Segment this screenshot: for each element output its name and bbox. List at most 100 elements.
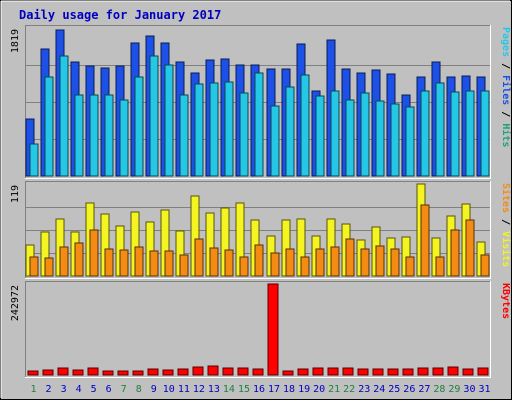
bar-pages-day-31 [480,90,490,177]
x-tick-label-30: 30 [463,384,475,395]
bar-sites-day-15 [239,256,249,277]
x-tick-label-7: 7 [121,384,127,395]
bar-kbytes-day-20 [312,367,324,376]
bar-pages-day-29 [450,91,460,177]
bar-pages-day-21 [330,90,340,177]
x-tick-label-2: 2 [46,384,52,395]
bar-pages-day-8 [134,76,144,177]
bar-sites-day-12 [194,238,204,277]
bar-kbytes-day-23 [357,368,369,376]
bar-sites-day-5 [89,229,99,277]
bar-kbytes-day-6 [102,370,114,376]
bar-pages-day-11 [179,94,189,177]
x-tick-label-4: 4 [76,384,82,395]
x-tick-label-28: 28 [433,384,445,395]
bar-kbytes-day-29 [447,366,459,376]
bar-sites-day-22 [345,238,355,277]
x-tick-label-29: 29 [448,384,460,395]
bar-kbytes-day-2 [42,369,54,376]
bar-pages-day-23 [360,92,370,177]
legend-entry: / [500,213,511,231]
bar-pages-day-24 [375,100,385,177]
bar-sites-day-27 [420,204,430,277]
x-tick-label-23: 23 [358,384,370,395]
bar-pages-day-15 [239,92,249,177]
bar-kbytes-day-19 [297,368,309,376]
x-tick-label-19: 19 [298,384,310,395]
bar-kbytes-day-10 [162,369,174,376]
bar-kbytes-day-8 [132,370,144,376]
bar-pages-day-13 [209,82,219,177]
panel-legend: Pages / Files / Hits [500,27,512,147]
legend-entry: / [500,105,511,123]
bar-pages-day-9 [149,55,159,177]
panel-background [25,281,491,378]
bar-pages-day-18 [285,86,295,177]
bar-kbytes-day-16 [252,368,264,376]
x-tick-label-15: 15 [238,384,250,395]
bar-sites-day-9 [149,250,159,277]
x-tick-label-22: 22 [343,384,355,395]
x-tick-label-27: 27 [418,384,430,395]
bar-pages-day-28 [435,82,445,177]
bar-kbytes-day-14 [222,367,234,376]
legend-entry: Visits [500,231,512,267]
panel-max-label: 1819 [10,29,21,53]
panel-legend: KBytes [500,283,511,319]
bar-kbytes-day-28 [432,367,444,376]
bar-kbytes-day-30 [462,368,474,376]
bar-sites-day-8 [134,246,144,277]
bar-kbytes-day-1 [27,370,39,376]
legend-entry: Pages [500,27,511,57]
bar-sites-day-14 [224,249,234,277]
legend-entry: Hits [500,123,512,147]
bar-pages-day-22 [345,99,355,177]
bar-kbytes-day-25 [387,368,399,376]
bar-kbytes-day-18 [282,370,294,376]
bar-pages-day-17 [270,105,280,177]
x-tick-label-14: 14 [223,384,235,395]
x-tick-label-26: 26 [403,384,415,395]
bar-pages-day-19 [300,74,310,177]
bar-kbytes-day-17 [267,283,279,376]
bar-sites-day-2 [44,257,54,277]
bar-pages-day-1 [29,143,39,177]
x-tick-label-17: 17 [268,384,280,395]
panel-visits-sites: 119 Sites / Visits [10,181,512,279]
bar-kbytes-day-4 [72,369,84,376]
x-tick-label-20: 20 [313,384,325,395]
x-tick-label-25: 25 [388,384,400,395]
bar-sites-day-30 [465,219,475,277]
x-tick-label-3: 3 [61,384,67,395]
bar-pages-day-14 [224,81,234,177]
bar-kbytes-day-21 [327,367,339,376]
bar-kbytes-day-5 [87,367,99,376]
legend-entry: / [500,57,511,75]
bar-sites-day-3 [59,246,69,277]
bar-sites-day-13 [209,247,219,277]
bar-pages-day-30 [465,90,475,177]
x-tick-label-21: 21 [328,384,340,395]
bar-kbytes-day-26 [402,368,414,376]
bar-pages-day-7 [119,99,129,177]
x-tick-label-10: 10 [163,384,175,395]
bar-kbytes-day-31 [477,367,489,376]
bar-pages-day-10 [164,64,174,177]
chart-title: Daily usage for January 2017 [19,8,221,22]
x-tick-label-9: 9 [151,384,157,395]
bar-kbytes-day-15 [237,367,249,376]
x-axis: 1 2 3 4 5 6 7 8 9 10 11 12 13 14 15 16 17 18 19 20 21 22 23 24 2… [31,384,491,395]
bar-pages-day-3 [59,55,69,177]
legend-entry: KBytes [500,283,511,319]
bar-sites-day-4 [74,242,84,277]
bar-kbytes-day-12 [192,366,204,376]
panel-max-label: 119 [10,185,21,203]
bar-sites-day-1 [29,256,39,277]
x-tick-label-24: 24 [373,384,385,395]
bar-pages-day-16 [254,72,264,177]
legend-entry: Files [500,75,512,105]
x-tick-label-8: 8 [136,384,142,395]
bar-sites-day-18 [285,248,295,277]
